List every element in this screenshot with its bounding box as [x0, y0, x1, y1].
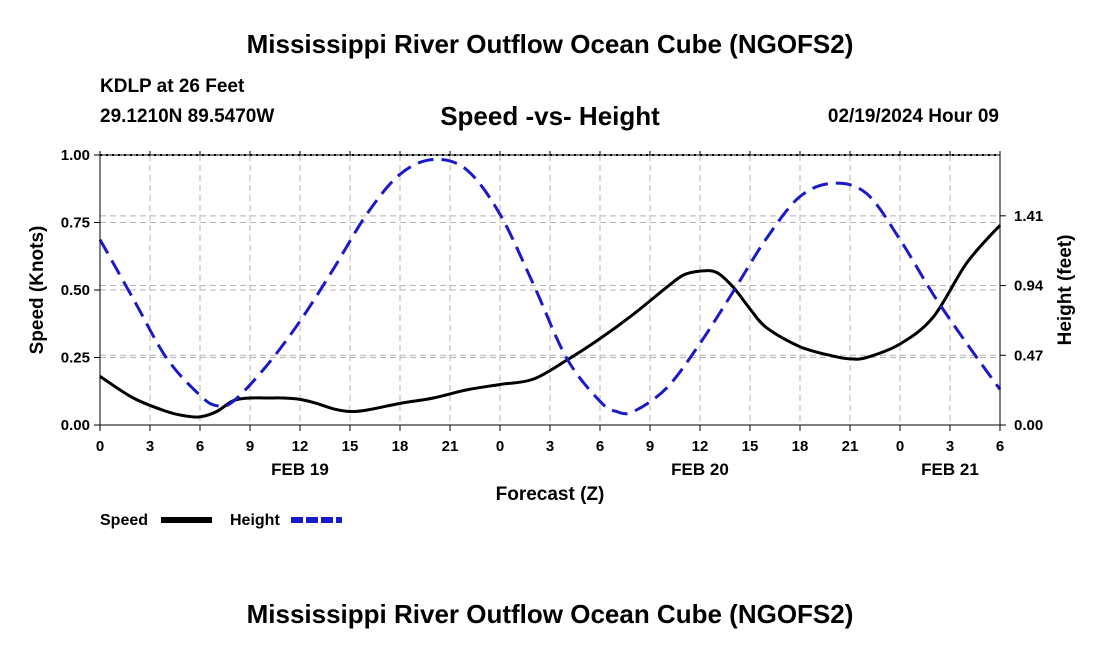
x-tick-label: 9	[646, 438, 654, 455]
x-tick-label: 3	[946, 438, 954, 455]
x-tick-label: 3	[146, 438, 154, 455]
legend-speed-label: Speed	[100, 512, 148, 529]
x-tick-label: 0	[496, 438, 504, 455]
grid-lines	[99, 154, 1001, 426]
y-tick-label: 0.00	[61, 417, 90, 434]
x-axis-label: Forecast (Z)	[496, 484, 605, 505]
station-label: KDLP at 26 Feet	[100, 76, 245, 97]
x-tick-label: 6	[996, 438, 1004, 455]
y2-tick-label: 0.94	[1014, 278, 1044, 295]
y-tick-label: 0.50	[61, 282, 90, 299]
axes: 0 3 6 9 12 15 18 21 0 3 6 9 12 15 18 21 0 3 6 FEB 19 FEB 20 F…	[61, 147, 1044, 479]
date-label: FEB 19	[271, 460, 329, 479]
y-tick-label: 1.00	[61, 147, 90, 164]
date-label: FEB 20	[671, 460, 729, 479]
x-tick-label: 15	[742, 438, 759, 455]
footer-title: Mississippi River Outflow Ocean Cube (NG…	[246, 599, 854, 629]
x-tick-label: 3	[546, 438, 554, 455]
y2-tick-label: 0.47	[1014, 347, 1043, 364]
x-tick-label: 15	[342, 438, 359, 455]
x-tick-label: 6	[596, 438, 604, 455]
x-tick-label: 0	[96, 438, 104, 455]
legend-height-label: Height	[230, 512, 280, 529]
x-tick-label: 12	[692, 438, 709, 455]
date-label: FEB 21	[921, 460, 979, 479]
series-layer	[98, 157, 1002, 419]
x-tick-label: 12	[292, 438, 309, 455]
x-tick-label: 21	[442, 438, 459, 455]
x-tick-label: 0	[896, 438, 904, 455]
height-series-line	[98, 157, 1002, 416]
x-tick-label: 9	[246, 438, 254, 455]
x-tick-label: 18	[792, 438, 809, 455]
chart-subtitle: Speed -vs- Height	[440, 101, 660, 131]
y-tick-label: 0.75	[61, 215, 90, 232]
x-tick-label: 6	[196, 438, 204, 455]
y-tick-label: 0.25	[61, 350, 90, 367]
forecast-datetime: 02/19/2024 Hour 09	[827, 106, 999, 127]
chart-title: Mississippi River Outflow Ocean Cube (NG…	[246, 29, 854, 59]
y-axis-label: Speed (Knots)	[27, 226, 48, 355]
y2-tick-label: 0.00	[1014, 417, 1043, 434]
y2-tick-label: 1.41	[1014, 208, 1043, 225]
x-tick-label: 18	[392, 438, 409, 455]
legend: Speed Height	[100, 512, 342, 529]
y2-axis-label: Height (feet)	[1055, 235, 1076, 346]
station-coordinates: 29.1210N 89.5470W	[100, 106, 275, 127]
x-tick-label: 21	[842, 438, 859, 455]
